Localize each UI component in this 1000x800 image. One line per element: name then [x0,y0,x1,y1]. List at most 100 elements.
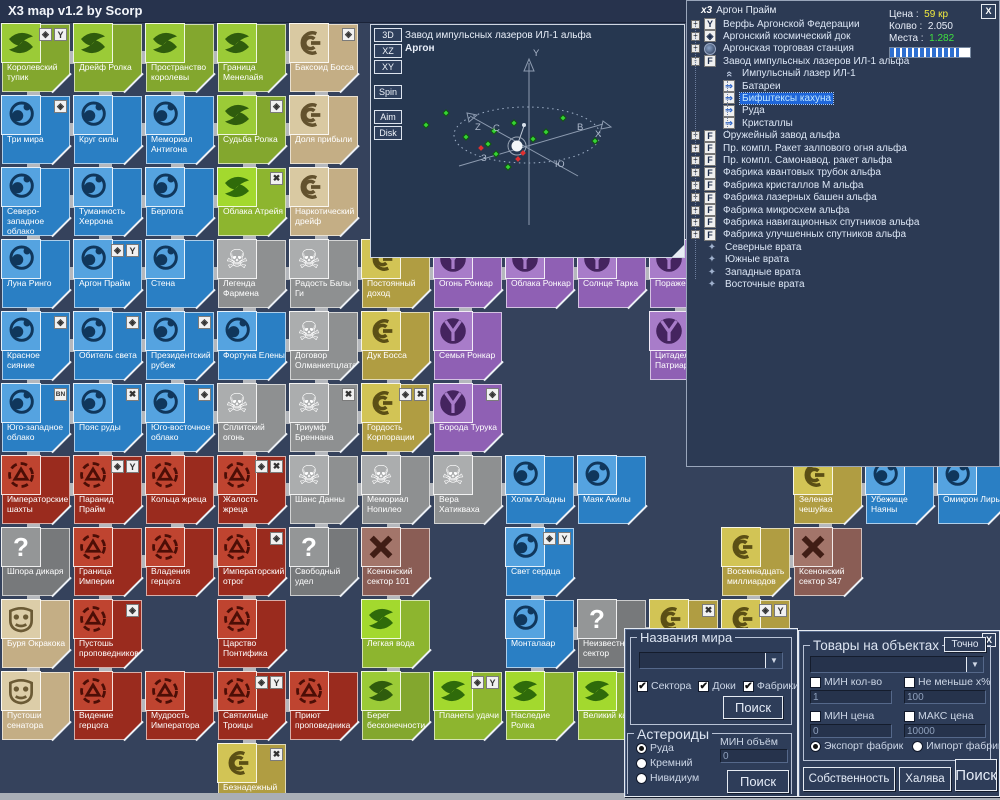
asteroid-radio[interactable]: Нивидиум [636,772,699,784]
checkbox[interactable] [904,676,915,688]
tree-item[interactable]: « Импульсный лазер ИЛ-1 [723,68,858,80]
tree-item[interactable]: ✦ Северные врата [691,241,803,253]
tree-item[interactable]: + F Пр. компл. Самонавод. ракет альфа [691,154,894,167]
sector-tile[interactable]: Видение герцога [73,671,144,742]
tree-item[interactable]: - F Завод импульсных лазеров ИЛ-1 альфа [691,55,911,68]
sector-tile[interactable]: Ксенонский сектор 101 [361,527,432,598]
sector-tile[interactable]: Берлога [145,167,216,238]
viewer-3d-scene[interactable]: Y Z С В X З Ю [371,25,684,257]
tree-item[interactable]: + ◈ Аргонский космический док [691,30,852,43]
goods-value-input[interactable] [810,690,892,704]
goods-search-button[interactable]: Поиск [955,759,997,791]
filter-checkbox[interactable]: ✔ Доки [698,680,736,692]
goods-value-input[interactable] [904,724,986,738]
sector-tile[interactable]: Граница Империи [73,527,144,598]
sector-tile[interactable]: ◈ Y Паранид Прайм [73,455,144,526]
sector-tile[interactable]: ◈ ✖ Жалость жреца [217,455,288,526]
sector-tile[interactable]: ◈ Обитель света [73,311,144,382]
tree-item[interactable]: + F Фабрика кристаллов М альфа [691,179,865,192]
sector-tile[interactable]: ☠ Легенда Фармена [217,239,288,310]
direction-radio[interactable]: Импорт фабрик [912,740,1000,752]
filter-checkbox[interactable]: ✔ Фабрики [742,680,799,692]
sector-tile[interactable]: Северо-западное облако [1,167,72,238]
sector-tile[interactable]: ◈ Президентский рубеж [145,311,216,382]
asteroids-search-button[interactable]: Поиск [727,770,789,793]
viewer-xz-button[interactable]: XZ [374,44,402,58]
sector-tile[interactable]: Кольца жреца [145,455,216,526]
exact-toggle-button[interactable]: Точно [944,637,986,652]
sector-tile[interactable]: Фортуна Елены [217,311,288,382]
sector-tile[interactable]: Восемнадцать миллиардов [721,527,792,598]
checkbox[interactable]: ✔ [698,680,710,692]
tree-item[interactable]: + F Фабрика навигационных спутников альфа [691,216,921,229]
tree-item[interactable]: ✦ Западные врата [691,266,803,278]
sector-tile[interactable]: ◈ Красное сияние [1,311,72,382]
sector-tile[interactable]: ☠ Вера Хатикваха [433,455,504,526]
goods-checkbox[interactable]: МИН кол-во [810,676,882,688]
viewer-aim-button[interactable]: Aim [374,110,402,124]
sector-tile[interactable]: Пустоши сенатора [1,671,72,742]
sector-tile[interactable]: Семья Ронкар [433,311,504,382]
sector-tile[interactable]: Доля прибыли [289,95,360,166]
tree-item[interactable]: ⇒ Бифштексы кахуна [723,91,835,105]
sector-tile[interactable]: ✖ Облака Атрейя [217,167,288,238]
sector-tile[interactable]: ☠ Мемориал Нопилео [361,455,432,526]
tree-item[interactable]: ✦ Южные врата [691,254,791,266]
filter-checkbox[interactable]: ✔ Сектора [637,680,692,692]
sector-tile[interactable]: Буря Окракока [1,599,72,670]
sector-tile[interactable]: ◈ Y Королевский тупик [1,23,72,94]
checkbox[interactable] [810,676,821,688]
asteroid-radio[interactable]: Кремний [636,757,699,769]
sector-name-dropdown[interactable]: ▼ [639,652,783,669]
tree-item[interactable]: + F Фабрика квантовых трубок альфа [691,166,883,179]
chevron-down-icon[interactable]: ▼ [765,653,782,668]
sector-tile[interactable]: ☠ Сплитский огонь [217,383,288,454]
min-volume-input[interactable] [720,749,788,763]
sector-tile[interactable]: Мудрость Императора [145,671,216,742]
tree-item[interactable]: + F Пр. компл. Ракет залпового огня альфа [691,142,909,154]
sector-tile[interactable]: Дрейф Ролка [73,23,144,94]
direction-radio[interactable]: Экспорт фабрик [810,740,903,752]
sector-tile[interactable]: Ксенонский сектор 347 [793,527,864,598]
sector-tile[interactable]: BN Юго-западное облако [1,383,72,454]
names-search-button[interactable]: Поиск [723,696,783,719]
sector-tile[interactable]: Наследие Ролка [505,671,576,742]
tree-root-sector[interactable]: x3 Аргон Прайм [701,5,776,16]
tree-item[interactable]: + Y Верфь Аргонской Федерации [691,18,862,30]
goods-value-input[interactable] [904,690,986,704]
sector-tile[interactable]: ◈ Баксоид Босса [289,23,360,94]
sector-tile[interactable]: ☠ Договор Олманкетцлата [289,311,360,382]
viewer-3d-button[interactable]: 3D [374,28,402,42]
tree-item[interactable]: ✦ Восточные врата [691,278,807,290]
sector-tile[interactable]: ☠ ✖ Триумф Бреннана [289,383,360,454]
checkbox[interactable]: ✔ [637,680,648,692]
tree-item[interactable]: + F Оружейный завод альфа [691,129,842,142]
checkbox[interactable] [810,710,821,722]
radio-button[interactable] [810,740,821,752]
sector-tile[interactable]: ◈ Судьба Ролка [217,95,288,166]
sector-tile[interactable]: Мемориал Антигона [145,95,216,166]
sector-tile[interactable]: ☠ Радость Балы Ги [289,239,360,310]
checkbox[interactable] [904,710,915,722]
sector-tile[interactable]: ✖Безнадежный долг [217,743,288,800]
sector-tile[interactable]: ◈ Y Свет сердца [505,527,576,598]
radio-button[interactable] [636,772,647,784]
sector-tile[interactable]: ◈ Y Аргон Прайм [73,239,144,310]
sector-tile[interactable]: ◈ ✖ Гордость Корпорации [361,383,432,454]
sector-tile[interactable]: ? Свободный удел [289,527,360,598]
radio-button[interactable] [636,742,647,754]
sector-tile[interactable]: ◈ Y Святилище Троицы [217,671,288,742]
close-icon[interactable]: X [981,4,996,19]
sector-tile[interactable]: Туманность Херрона [73,167,144,238]
sector-tile[interactable]: Луна Ринго [1,239,72,310]
viewer-disk-button[interactable]: Disk [374,126,402,140]
freebie-button[interactable]: Халява [899,767,951,791]
sector-tile[interactable]: ◈ Y Планеты удачи [433,671,504,742]
viewer-spin-button[interactable]: Spin [374,85,402,99]
ware-dropdown[interactable]: ▼ [810,656,984,673]
sector-tile[interactable]: ◈ Борода Турука [433,383,504,454]
sector-tile[interactable]: ? Неизвестный сектор [577,599,648,670]
ownership-button[interactable]: Собственность [803,767,895,791]
goods-checkbox[interactable]: Не меньше x% [904,676,990,688]
sector-tile[interactable]: ◈ Пустошь проповедников [73,599,144,670]
